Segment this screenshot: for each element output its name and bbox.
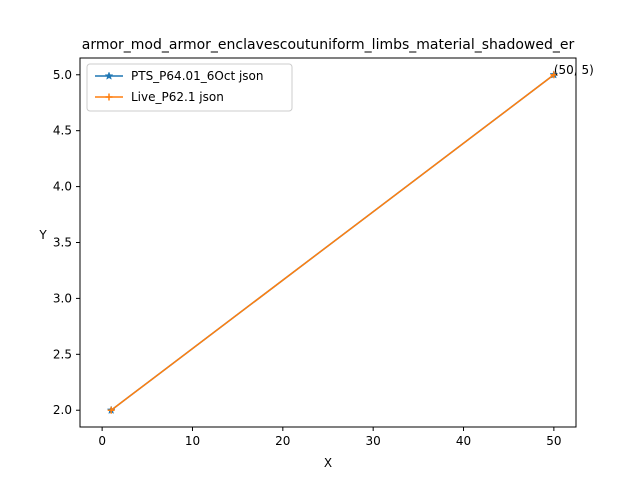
legend: PTS_P64.01_6Oct json Live_P62.1 json <box>86 63 293 112</box>
y-tick-label: 4.0 <box>53 180 72 194</box>
y-tick-label: 5.0 <box>53 68 72 82</box>
point-annotation: (50, 5) <box>554 63 594 77</box>
series-line <box>110 74 555 411</box>
x-tick-label: 50 <box>546 434 561 448</box>
x-tick-label: 20 <box>275 434 290 448</box>
x-tick-label: 40 <box>456 434 471 448</box>
x-tick-label: 0 <box>98 434 106 448</box>
y-axis-ticks: 2.0 2.5 3.0 3.5 4.0 4.5 5.0 <box>53 68 80 417</box>
legend-item: Live_P62.1 json <box>95 90 224 104</box>
legend-marker <box>105 93 113 101</box>
y-tick-label: 2.0 <box>53 403 72 417</box>
data-point <box>550 71 558 79</box>
x-tick-label: 10 <box>185 434 200 448</box>
annotation-layer: (50, 5) <box>554 63 594 77</box>
x-tick-label: 30 <box>366 434 381 448</box>
chart-title: armor_mod_armor_enclavescoutuniform_limb… <box>82 37 575 53</box>
x-axis-label: X <box>324 456 332 470</box>
legend-marker <box>104 71 114 80</box>
legend-box <box>86 63 293 112</box>
y-tick-label: 4.5 <box>53 124 72 138</box>
legend-label: PTS_P64.01_6Oct json <box>131 69 264 83</box>
y-tick-label: 3.0 <box>53 291 72 305</box>
data-point <box>107 406 115 414</box>
y-tick-label: 3.5 <box>53 236 72 250</box>
plot-area <box>80 58 576 427</box>
legend-item: PTS_P64.01_6Oct json <box>95 69 264 83</box>
y-tick-label: 2.5 <box>53 347 72 361</box>
x-axis-ticks: 0 10 20 30 40 50 <box>98 427 562 448</box>
series-2 <box>107 71 558 414</box>
series-layer <box>106 70 559 415</box>
legend-label: Live_P62.1 json <box>131 90 224 104</box>
y-axis-label: Y <box>38 228 47 242</box>
